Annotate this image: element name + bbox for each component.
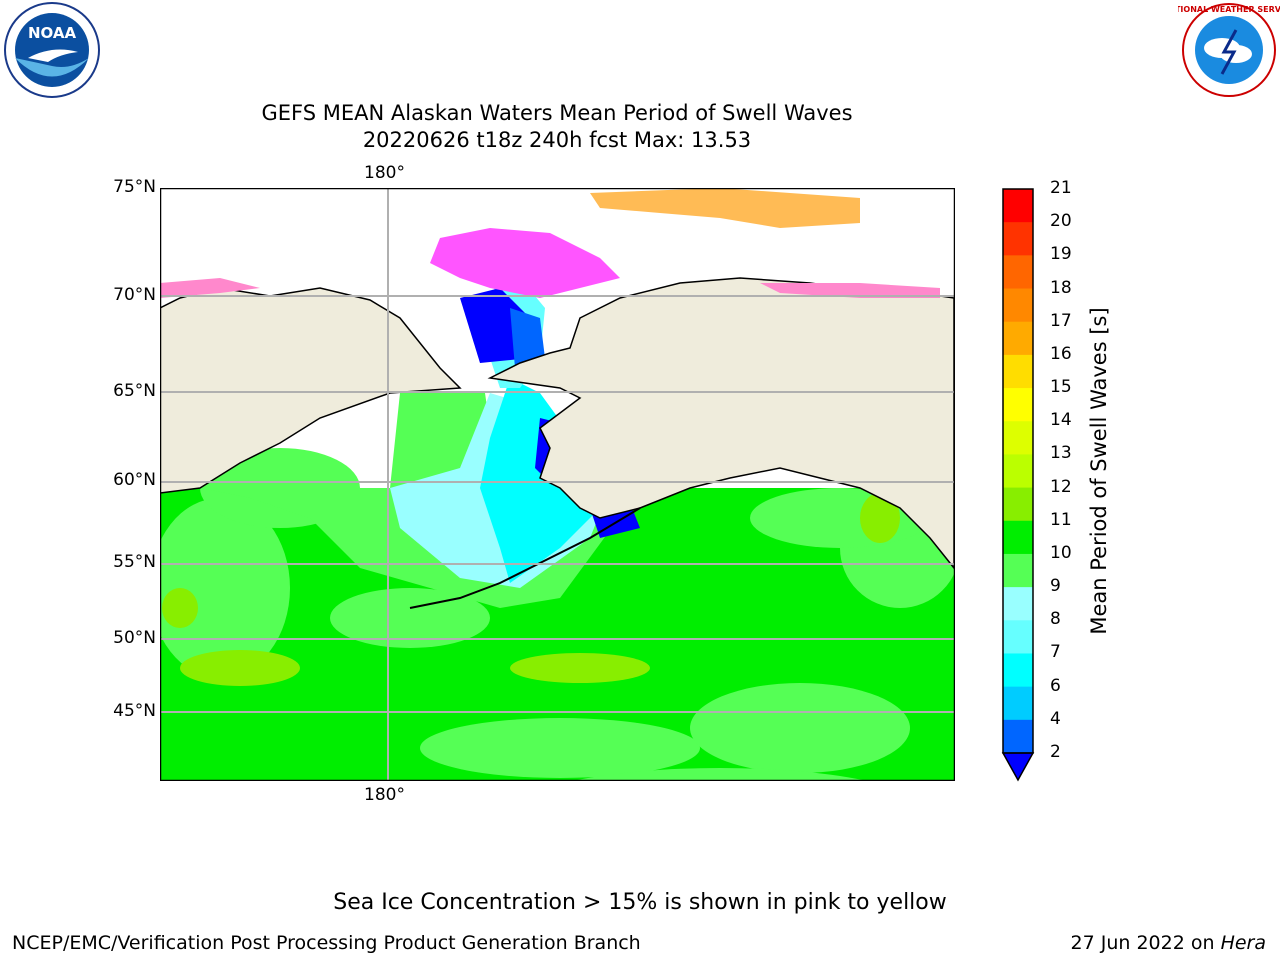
colorbar-cell [1003, 388, 1033, 422]
footer-host: Hera [1220, 932, 1266, 954]
chart-title-line1: GEFS MEAN Alaskan Waters Mean Period of … [261, 101, 853, 125]
colorbar-cell [1003, 653, 1033, 688]
aleutian-islands [409, 507, 641, 609]
colorbar-cell [1003, 487, 1033, 522]
colorbar-cell [1003, 421, 1033, 455]
colorbar-label: Mean Period of Swell Waves [s] [1087, 307, 1111, 635]
lat-label-65: 65°N [113, 381, 156, 401]
footer-date: 27 Jun 2022 on [1070, 932, 1221, 954]
colorbar-tick-label: 17 [1050, 310, 1072, 331]
footer-right: 27 Jun 2022 on Hera [1071, 932, 1266, 954]
footer-left: NCEP/EMC/Verification Post Processing Pr… [12, 932, 641, 954]
sea-ice-beaufort [760, 283, 940, 298]
chukchi-blue-2 [510, 308, 545, 368]
lat-label-55: 55°N [113, 552, 156, 572]
noaa-logo-text: NOAA [28, 24, 77, 42]
colorbar-tick-label: 19 [1050, 244, 1072, 265]
colorbar-cell [1003, 222, 1033, 256]
colorbar-ticks: 21 20 19 18 17 16 15 14 13 12 11 10 9 8 7 6 4 2 [1050, 178, 1110, 786]
lat-label-45: 45°N [113, 701, 156, 721]
colorbar-tick-label: 7 [1050, 642, 1061, 663]
colorbar-tick-label: 12 [1050, 476, 1072, 497]
colorbar-tick-label: 6 [1050, 675, 1061, 696]
sea-ice-pink [430, 228, 620, 298]
lon-label-bottom: 180° [364, 785, 405, 805]
colorbar-tick-label: 9 [1050, 576, 1061, 597]
colorbar-cell [1003, 620, 1033, 654]
nws-logo-text: NATIONAL WEATHER SERVICE [1178, 5, 1280, 14]
colorbar-cells [1003, 189, 1033, 754]
colorbar-cell [1003, 255, 1033, 290]
colorbar-extend-arrow [1001, 752, 1035, 782]
map-plot [160, 188, 955, 781]
colorbar-cell [1003, 520, 1033, 555]
colorbar-cell [1003, 321, 1033, 356]
bering-cyan [480, 378, 600, 583]
colorbar-cell [1003, 719, 1033, 754]
colorbar-tick-label: 8 [1050, 609, 1061, 630]
chart-title-line2: 20220626 t18z 240h fcst Max: 13.53 [362, 128, 752, 152]
colorbar-tick-label: 10 [1050, 542, 1072, 563]
colorbar [1001, 188, 1035, 782]
colorbar-cell [1003, 587, 1033, 621]
nws-logo: NATIONAL WEATHER SERVICE [1178, 3, 1280, 97]
colorbar-cell [1003, 454, 1033, 489]
colorbar-cell [1003, 189, 1033, 223]
land-russia [160, 287, 462, 494]
colorbar-tick-label: 2 [1050, 742, 1061, 762]
map-frame [160, 188, 955, 781]
sea-ice-note: Sea Ice Concentration > 15% is shown in … [333, 890, 947, 915]
colorbar-frame [1002, 188, 1034, 754]
colorbar-tick-label: 20 [1050, 211, 1072, 232]
lat-label-75: 75°N [113, 177, 156, 197]
colorbar-tick-label: 21 [1050, 178, 1072, 198]
colorbar-tick-label: 14 [1050, 410, 1072, 431]
colorbar-tick-label: 18 [1050, 277, 1072, 298]
colorbar-tick-label: 15 [1050, 377, 1072, 398]
colorbar-tick-label: 16 [1050, 343, 1072, 364]
graticule [160, 188, 954, 780]
colorbar-tick-label: 11 [1050, 509, 1072, 530]
lat-label-50: 50°N [113, 628, 156, 648]
lat-label-60: 60°N [113, 470, 156, 490]
land-alaska [487, 277, 954, 570]
colorbar-cell [1003, 354, 1033, 389]
colorbar-cell [1003, 288, 1033, 323]
colorbar-tick-label: 4 [1050, 708, 1061, 729]
colorbar-cell [1003, 686, 1033, 721]
swell-11s-patches [162, 493, 900, 686]
lon-label-top: 180° [364, 163, 405, 183]
lat-label-70: 70°N [113, 285, 156, 305]
colorbar-cell [1003, 553, 1033, 588]
colorbar-tick-label: 13 [1050, 443, 1072, 464]
sea-ice-orange [590, 188, 860, 228]
sea-ice-west [160, 278, 260, 298]
noaa-logo: NOAA [4, 2, 100, 98]
